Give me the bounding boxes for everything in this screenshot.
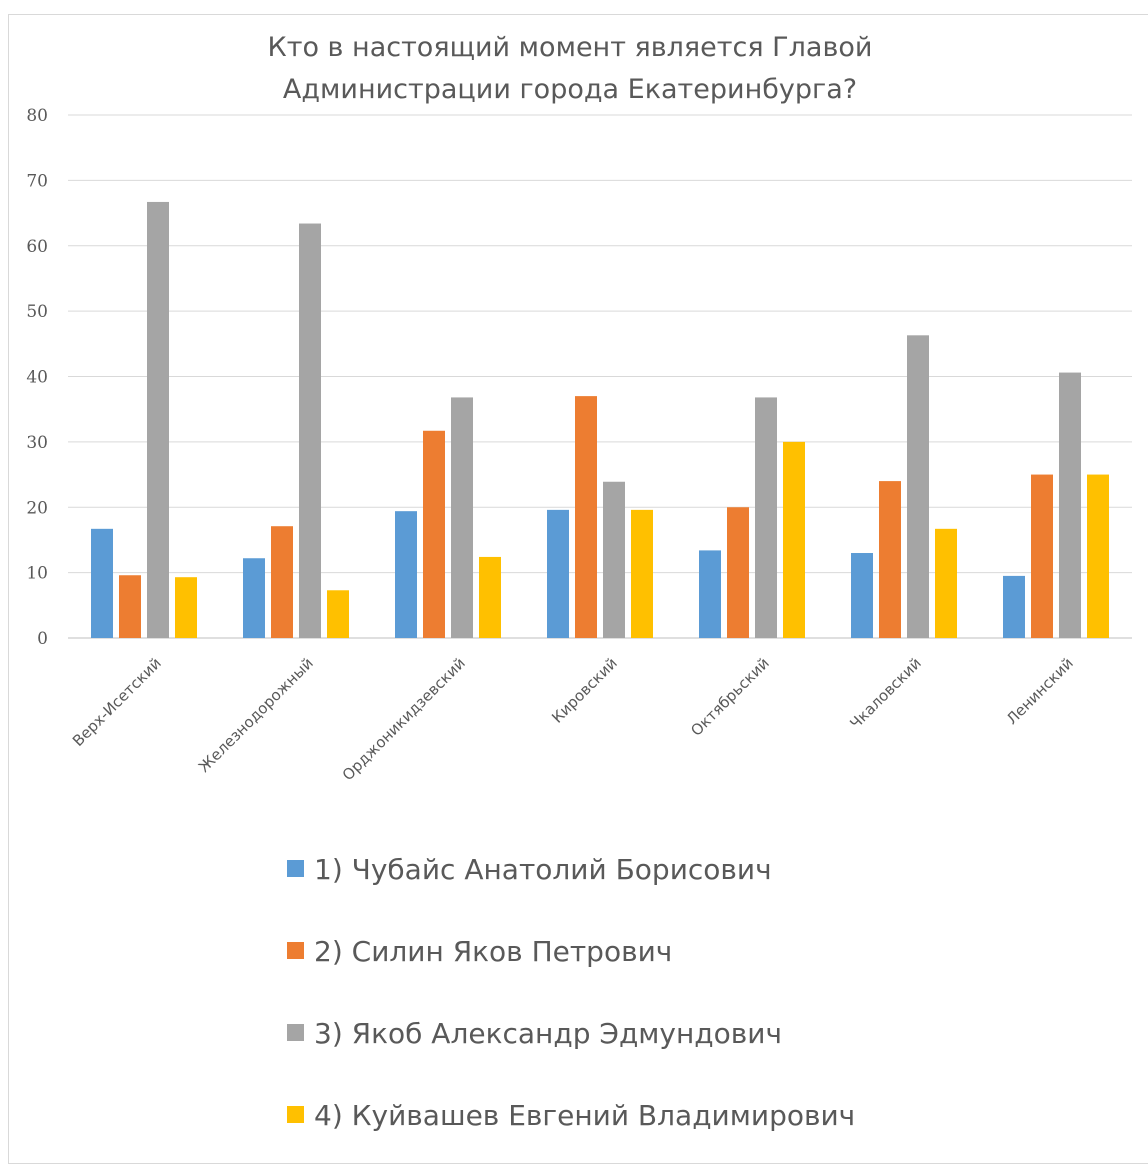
bar-series-4-cat-7 — [1087, 474, 1109, 638]
bar-series-3-cat-2 — [299, 223, 321, 638]
y-tick-label: 20 — [26, 498, 48, 518]
gridlines — [68, 114, 1132, 639]
legend-swatch-4 — [287, 1106, 304, 1123]
bar-series-4-cat-2 — [327, 590, 349, 638]
y-tick-label: 30 — [26, 433, 48, 453]
bar-series-3-cat-6 — [907, 335, 929, 638]
chart-title-line-2: Администрации города Екатеринбурга? — [283, 74, 857, 105]
bar-series-1-cat-3 — [395, 511, 417, 638]
bar-series-3-cat-5 — [755, 397, 777, 638]
y-tick-label: 40 — [26, 368, 48, 388]
y-tick-label: 10 — [26, 564, 48, 584]
bar-series-4-cat-6 — [935, 528, 957, 638]
bar-series-1-cat-2 — [243, 558, 265, 638]
bar-series-1-cat-7 — [1003, 575, 1025, 638]
bar-series-4-cat-1 — [175, 577, 197, 638]
bar-series-3-cat-1 — [147, 201, 169, 639]
category-label: Орджоникидзевский — [339, 654, 469, 784]
bar-series-3-cat-7 — [1059, 372, 1081, 638]
bar-series-2-cat-3 — [423, 430, 445, 638]
legend: 1) Чубайс Анатолий Борисович 2) Силин Яко… — [287, 853, 855, 1132]
bar-series-2-cat-7 — [1031, 474, 1053, 638]
legend-swatch-2 — [287, 942, 304, 959]
bar-series-1-cat-5 — [699, 550, 721, 638]
y-tick-label: 80 — [26, 106, 48, 126]
y-tick-label: 0 — [37, 629, 48, 649]
category-label: Железнодорожный — [195, 654, 317, 776]
bar-series-1-cat-4 — [547, 509, 569, 638]
bar-series-2-cat-4 — [575, 396, 597, 638]
y-axis-ticks: 0 10 20 30 40 50 60 70 80 — [26, 106, 48, 649]
bar-series-3-cat-3 — [451, 397, 473, 638]
bar-series-3-cat-4 — [603, 481, 625, 638]
bars — [91, 201, 1109, 639]
bar-series-4-cat-4 — [631, 509, 653, 638]
y-tick-label: 60 — [26, 237, 48, 257]
legend-label-1: 1) Чубайс Анатолий Борисович — [314, 853, 772, 886]
category-label: Чкаловский — [846, 654, 924, 732]
legend-swatch-3 — [287, 1024, 304, 1041]
bar-series-2-cat-2 — [271, 526, 293, 638]
category-label: Ленинский — [1003, 654, 1077, 728]
bar-series-4-cat-5 — [783, 441, 805, 638]
category-label: Октябрьский — [687, 654, 773, 740]
legend-swatch-1 — [287, 860, 304, 877]
bar-series-1-cat-1 — [91, 528, 113, 638]
legend-label-2: 2) Силин Яков Петрович — [314, 935, 672, 968]
legend-label-3: 3) Якоб Александр Эдмундович — [314, 1017, 782, 1050]
x-axis-categories: Верх-Исетский Железнодорожный Орджоникидзе… — [69, 654, 1077, 784]
category-label: Верх-Исетский — [69, 654, 165, 750]
bar-series-2-cat-5 — [727, 507, 749, 638]
y-tick-label: 50 — [26, 302, 48, 322]
category-label: Кировский — [548, 654, 621, 727]
legend-label-4: 4) Куйвашев Евгений Владимирович — [314, 1099, 855, 1132]
bar-series-1-cat-6 — [851, 553, 873, 638]
bar-series-2-cat-1 — [119, 575, 141, 638]
bar-series-2-cat-6 — [879, 481, 901, 638]
y-tick-label: 70 — [26, 171, 48, 191]
chart-title-line-1: Кто в настоящий момент является Главой — [268, 32, 873, 63]
bar-series-4-cat-3 — [479, 556, 501, 638]
